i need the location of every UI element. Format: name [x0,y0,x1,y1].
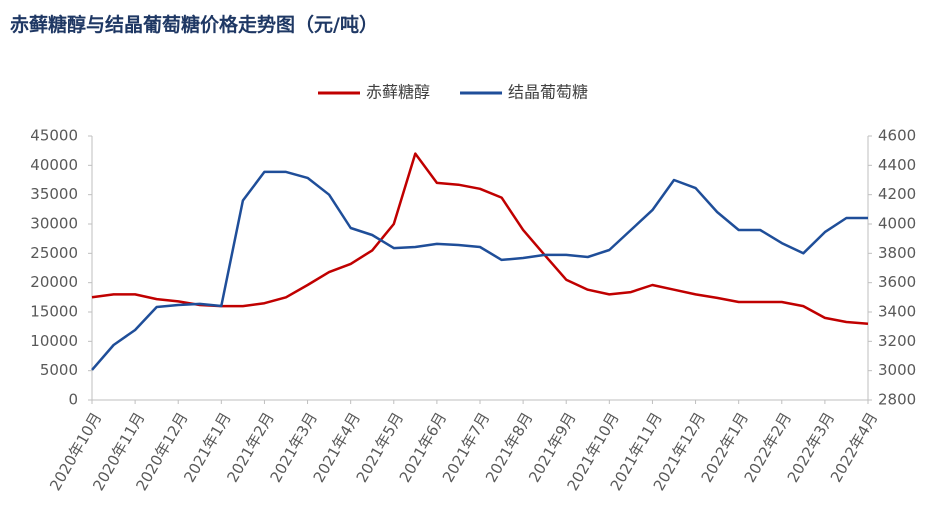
y-tick-label: 0 [68,391,78,409]
y-tick-label: 35000 [30,185,78,203]
y2-tick-label: 2800 [878,391,916,409]
y2-tick-label: 4200 [878,185,916,203]
y2-tick-label: 4000 [878,215,916,233]
y2-tick-label: 3600 [878,273,916,291]
legend-label: 结晶葡萄糖 [508,83,588,102]
y2-tick-label: 3800 [878,244,916,262]
y2-tick-label: 3400 [878,303,916,321]
y-tick-label: 40000 [30,156,78,174]
y2-tick-label: 4600 [878,127,916,145]
y-tick-label: 45000 [30,127,78,145]
chart-title: 赤藓糖醇与结晶葡萄糖价格走势图（元/吨） [10,13,378,36]
y-tick-label: 30000 [30,215,78,233]
y-tick-label: 5000 [40,361,78,379]
y2-tick-label: 4400 [878,156,916,174]
y2-tick-label: 3000 [878,361,916,379]
y-tick-label: 20000 [30,273,78,291]
series-line [91,170,868,371]
series-line [91,152,869,325]
y2-tick-label: 3200 [878,332,916,350]
legend-label: 赤藓糖醇 [366,83,430,102]
y-tick-label: 10000 [30,332,78,350]
y-tick-label: 15000 [30,303,78,321]
y-tick-label: 25000 [30,244,78,262]
